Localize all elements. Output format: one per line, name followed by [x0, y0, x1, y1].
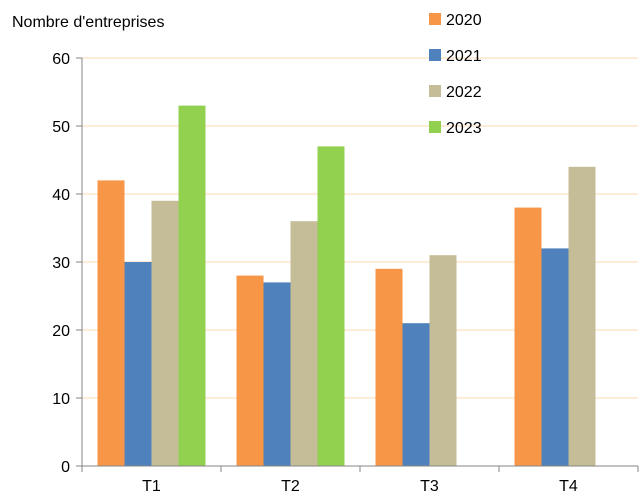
bar-2020-T2 [236, 275, 264, 466]
bar-2022-T2 [290, 221, 318, 466]
bar-2023-T2 [317, 146, 345, 466]
bars [97, 105, 596, 467]
bar-2020-T4 [514, 207, 542, 466]
y-tick-label: 10 [52, 391, 70, 408]
legend-swatch-2020 [429, 13, 441, 25]
legend-swatch-2022 [429, 85, 441, 97]
y-tick-label: 20 [52, 323, 70, 340]
bar-2021-T3 [402, 323, 430, 466]
bar-2023-T1 [178, 105, 206, 466]
bar-2021-T1 [124, 262, 152, 466]
x-tick-label: T4 [559, 478, 578, 492]
legend-label-2022: 2022 [446, 84, 482, 101]
x-tick-label: T3 [420, 478, 439, 492]
bar-2022-T3 [429, 255, 457, 466]
y-axis-title: Nombre d'entreprises [12, 14, 164, 31]
bar-2021-T2 [263, 282, 291, 466]
legend-label-2020: 2020 [446, 12, 482, 29]
y-tick-label: 40 [52, 187, 70, 204]
axes: 0 10 20 30 40 50 60 T1 T2 T3 T4 [52, 51, 639, 492]
legend-label-2023: 2023 [446, 120, 482, 137]
y-tick-label: 0 [61, 459, 70, 476]
bar-2022-T4 [568, 166, 596, 467]
legend: 2020 2021 2022 2023 [429, 12, 482, 137]
legend-swatch-2021 [429, 49, 441, 61]
x-tick-label: T1 [142, 478, 161, 492]
y-tick-label: 50 [52, 119, 70, 136]
bar-2020-T3 [375, 268, 403, 466]
bar-2020-T1 [97, 180, 125, 466]
bar-2022-T1 [151, 200, 179, 467]
y-tick-label: 30 [52, 255, 70, 272]
legend-swatch-2023 [429, 121, 441, 133]
x-tick-label: T2 [281, 478, 300, 492]
bar-2021-T4 [541, 248, 569, 466]
y-tick-label: 60 [52, 51, 70, 68]
legend-label-2021: 2021 [446, 48, 482, 65]
